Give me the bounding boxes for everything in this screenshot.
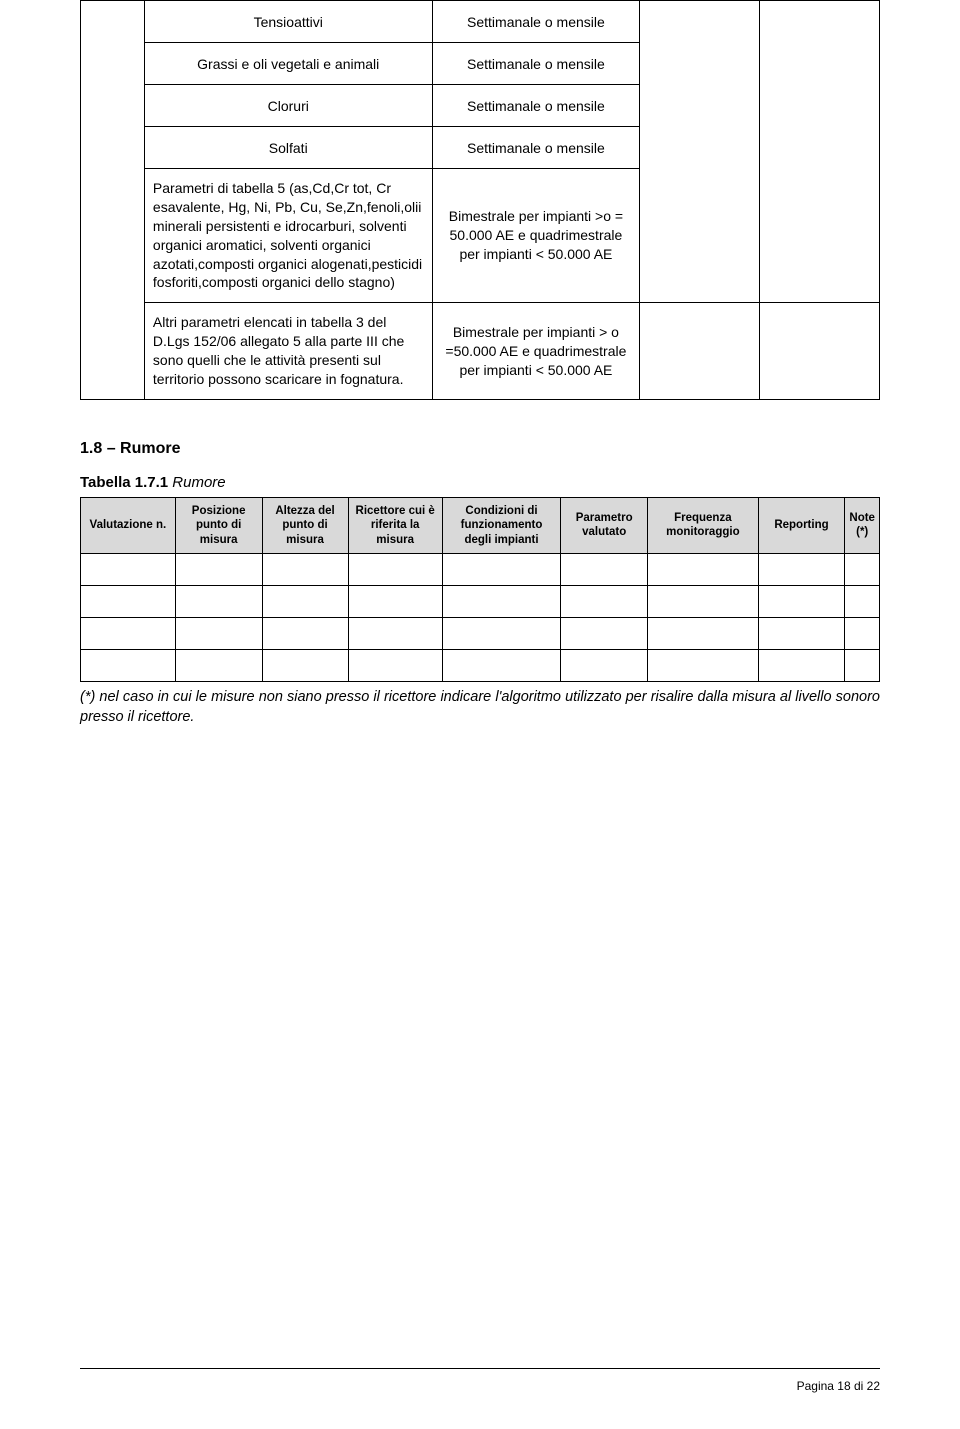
rumore-col-header: Reporting xyxy=(758,497,845,553)
table-row: Tensioattivi Settimanale o mensile xyxy=(81,1,880,43)
param-cell: Cloruri xyxy=(144,85,432,127)
rumore-col-header: Condizioni di funzionamento degli impian… xyxy=(442,497,561,553)
freq-cell: Settimanale o mensile xyxy=(432,1,640,43)
param-cell: Solfati xyxy=(144,127,432,169)
param-cell: Tensioattivi xyxy=(144,1,432,43)
rumore-col-header: Posizione punto di misura xyxy=(175,497,262,553)
footer-divider xyxy=(80,1368,880,1369)
left-spacer-cell xyxy=(81,1,145,400)
page-number: Pagina 18 di 22 xyxy=(797,1379,880,1393)
freq-cell: Settimanale o mensile xyxy=(432,85,640,127)
freq-cell: Settimanale o mensile xyxy=(432,43,640,85)
param-cell-complex-2: Altri parametri elencati in tabella 3 de… xyxy=(144,303,432,400)
freq-cell-complex: Bimestrale per impianti >o = 50.000 AE e… xyxy=(432,169,640,303)
param-cell-complex: Parametri di tabella 5 (as,Cd,Cr tot, Cr… xyxy=(144,169,432,303)
param-cell: Grassi e oli vegetali e animali xyxy=(144,43,432,85)
table-row: Altri parametri elencati in tabella 3 de… xyxy=(81,303,880,400)
blank-cell xyxy=(640,1,760,303)
rumore-col-header: Parametro valutato xyxy=(561,497,648,553)
rumore-data-row xyxy=(81,554,880,586)
parameters-table: Tensioattivi Settimanale o mensile Grass… xyxy=(80,0,880,400)
rumore-data-row xyxy=(81,618,880,650)
rumore-col-header: Note (*) xyxy=(845,497,880,553)
blank-cell xyxy=(760,1,880,303)
freq-cell: Settimanale o mensile xyxy=(432,127,640,169)
subsection-italic: Rumore xyxy=(172,474,225,491)
rumore-table: Valutazione n. Posizione punto di misura… xyxy=(80,497,880,682)
rumore-col-header: Ricettore cui è riferita la misura xyxy=(348,497,442,553)
rumore-header-row: Valutazione n. Posizione punto di misura… xyxy=(81,497,880,553)
rumore-col-header: Altezza del punto di misura xyxy=(262,497,348,553)
freq-cell-complex-2: Bimestrale per impianti > o =50.000 AE e… xyxy=(432,303,640,400)
rumore-col-header: Valutazione n. xyxy=(81,497,176,553)
footnote-text: (*) nel caso in cui le misure non siano … xyxy=(80,688,880,727)
blank-cell xyxy=(640,303,760,400)
subsection-heading-tabella: Tabella 1.7.1 Rumore xyxy=(80,474,880,491)
subsection-bold: Tabella 1.7.1 xyxy=(80,474,172,491)
rumore-data-row xyxy=(81,586,880,618)
rumore-data-row xyxy=(81,650,880,682)
blank-cell xyxy=(760,303,880,400)
rumore-col-header: Frequenza monitoraggio xyxy=(648,497,759,553)
section-heading-rumore: 1.8 – Rumore xyxy=(80,440,880,458)
